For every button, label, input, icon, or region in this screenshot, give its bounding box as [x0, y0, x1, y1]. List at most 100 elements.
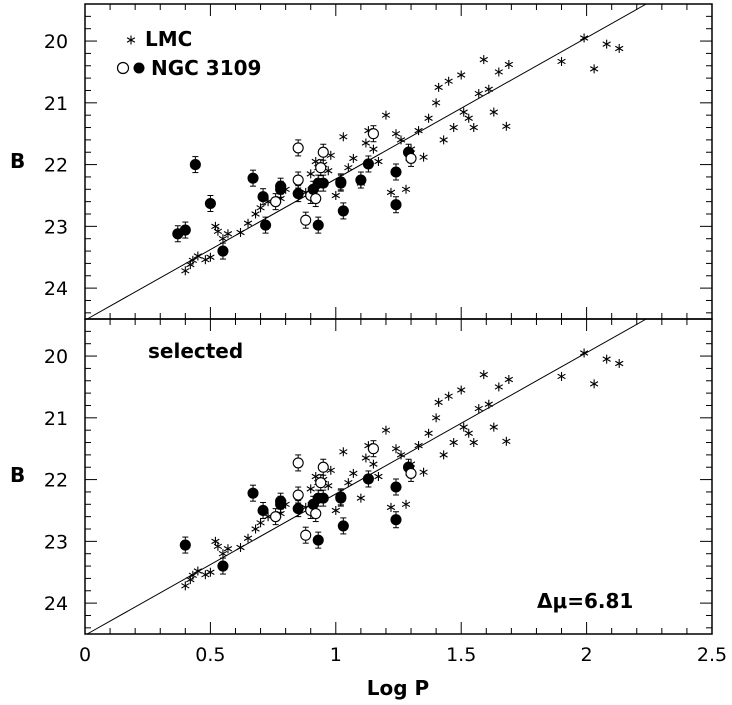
lmc-point	[218, 549, 228, 559]
top-ngc3109-points	[172, 125, 417, 260]
ngc3109-point	[367, 125, 379, 143]
top-panel-ticks: 20 21 22 23 24	[44, 3, 713, 319]
ngc3109-point	[315, 474, 327, 492]
lmc-point	[391, 129, 401, 139]
lmc-point	[193, 251, 203, 261]
ngc3109-point	[257, 188, 269, 206]
lmc-point	[431, 98, 441, 108]
lmc-point	[349, 468, 358, 478]
lmc-point	[339, 447, 348, 457]
lmc-point	[381, 425, 391, 435]
lmc-point	[457, 385, 466, 395]
lmc-point	[349, 153, 358, 163]
ngc3109-point	[367, 440, 379, 458]
lmc-point	[401, 184, 411, 194]
lmc-point	[459, 422, 468, 432]
lmc-point	[589, 379, 599, 389]
lmc-point	[557, 56, 566, 66]
lmc-point	[236, 543, 245, 553]
ngc3109-point	[292, 139, 304, 157]
y-tick-label: 20	[44, 31, 68, 53]
lmc-point	[615, 43, 624, 53]
ngc3109-point	[275, 177, 287, 195]
lmc-point	[331, 505, 340, 515]
lmc-point	[396, 450, 406, 460]
ngc3109-point	[217, 242, 229, 260]
lmc-point	[344, 478, 353, 488]
y-tick-label: 22	[44, 470, 68, 492]
ngc3109-point	[362, 470, 374, 488]
bottom-panel: 20 21 22 23 24 B selected Δμ=6.81	[10, 318, 713, 635]
lmc-point	[401, 499, 411, 509]
lmc-point	[206, 252, 215, 262]
bottom-panel-ticks: 20 21 22 23 24	[44, 318, 713, 634]
ngc3109-point	[292, 454, 304, 472]
lmc-point	[188, 255, 198, 265]
lmc-point	[414, 441, 423, 451]
lmc-point	[223, 229, 233, 239]
ngc3109-point	[300, 211, 312, 229]
ngc3109-point	[300, 526, 312, 544]
lmc-point	[206, 567, 215, 577]
x-tick-label: 2	[581, 644, 593, 666]
lmc-point	[386, 187, 396, 197]
lmc-point	[602, 39, 611, 49]
y-tick-label: 23	[44, 216, 68, 238]
y-tick-label: 21	[44, 93, 68, 115]
x-tick-label: 0	[79, 644, 91, 666]
ngc3109-point	[317, 174, 329, 192]
lmc-point	[181, 581, 190, 591]
legend-asterisk	[126, 35, 136, 45]
ngc3109-point	[317, 489, 329, 507]
ngc3109-point	[292, 171, 304, 189]
lmc-point	[391, 444, 401, 454]
ngc3109-point	[217, 557, 229, 575]
ngc3109-point	[247, 169, 259, 187]
x-axis-label: Log P	[367, 676, 429, 700]
lmc-point	[615, 358, 624, 368]
lmc-point	[251, 524, 260, 534]
ngc3109-point	[179, 221, 191, 239]
bottom-ngc3109-points	[179, 440, 417, 575]
y-tick-label: 23	[44, 531, 68, 553]
ngc3109-point	[390, 511, 402, 529]
lmc-point	[386, 502, 396, 512]
lmc-point	[464, 428, 473, 438]
lmc-point	[579, 348, 589, 358]
lmc-point	[419, 152, 428, 162]
ngc3109-point	[317, 143, 329, 161]
ngc3109-point	[390, 196, 402, 214]
ngc3109-point	[292, 500, 304, 518]
y-tick-label: 21	[44, 408, 68, 430]
lmc-point	[236, 228, 245, 238]
lmc-point	[201, 570, 210, 580]
lmc-point	[557, 371, 566, 381]
lmc-point	[504, 375, 514, 385]
lmc-point	[464, 113, 473, 123]
lmc-point	[457, 70, 466, 80]
ngc3109-point	[310, 505, 322, 523]
lmc-point	[434, 82, 443, 92]
ngc3109-point	[179, 536, 191, 554]
lmc-point	[494, 382, 503, 392]
y-tick-label: 20	[44, 346, 68, 368]
x-tick-label: 2.5	[697, 644, 727, 666]
lmc-point	[344, 163, 353, 173]
lmc-point	[218, 234, 228, 244]
lmc-point	[381, 110, 391, 120]
ngc3109-point	[310, 190, 322, 208]
lmc-point	[369, 459, 378, 469]
top-panel-frame	[84, 3, 713, 320]
lmc-point	[369, 144, 378, 154]
lmc-point	[243, 533, 253, 543]
ngc3109-point	[317, 458, 329, 476]
ngc3109-point	[312, 216, 324, 234]
ngc3109-point	[247, 484, 259, 502]
lmc-point	[469, 123, 478, 133]
lmc-point	[484, 399, 493, 409]
lmc-point	[424, 428, 433, 438]
lmc-point	[339, 132, 348, 142]
lmc-point	[431, 413, 441, 423]
lmc-point	[504, 60, 514, 70]
lmc-point	[439, 135, 448, 145]
